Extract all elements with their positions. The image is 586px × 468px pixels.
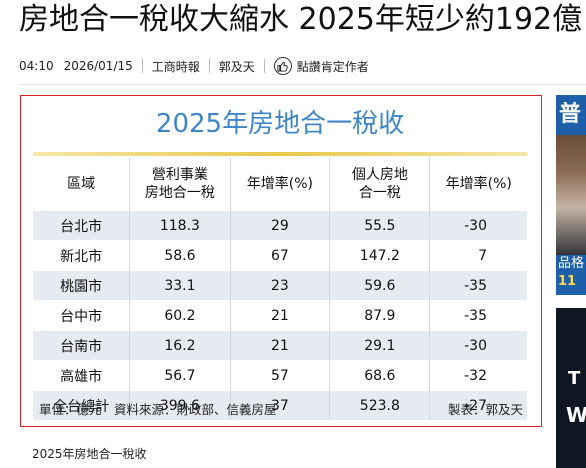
table-row: 台中市 60.2 21 87.9 -35 — [33, 300, 527, 331]
value-cell: -35 — [429, 270, 527, 301]
publish-date: 2026/01/15 — [63, 59, 133, 73]
value-cell: -32 — [429, 360, 527, 391]
value-cell: 147.2 — [329, 240, 431, 271]
table-row: 台北市 118.3 29 55.5 -30 — [33, 210, 527, 241]
table-header-row: 區域 營利事業 房地合一稅 年增率(%) 個人房地 合一稅 年增率(%) — [33, 158, 527, 211]
value-cell: 21 — [230, 300, 331, 331]
tax-table-graphic: 2025年房地合一稅收 區域 營利事業 房地合一稅 年增率(%) 個人房地 合一稅 年增率(… — [29, 102, 531, 420]
news-source[interactable]: 工商時報 — [151, 59, 200, 74]
value-cell: 59.6 — [329, 270, 431, 301]
ad-caption: 品格 11 — [556, 255, 586, 295]
region-cell: 台南市 — [33, 330, 131, 361]
region-cell: 全台總計 — [33, 390, 131, 420]
value-cell: 29 — [230, 210, 331, 241]
ad-dark-text-b: W — [566, 403, 586, 427]
figure-caption: 2025年房地合一稅收 — [32, 447, 147, 461]
ad-headline-glyph: 普 — [556, 95, 586, 135]
meta-divider — [263, 59, 265, 73]
ad-caption-text: 品格 — [558, 256, 585, 271]
thumbs-up-icon — [273, 57, 292, 75]
graphic-title: 2025年房地合一稅收 — [155, 109, 405, 139]
tax-table: 區域 營利事業 房地合一稅 年增率(%) 個人房地 合一稅 年增率(%) 台北市 118.3 2… — [33, 158, 527, 420]
publish-time: 04:10 — [19, 59, 54, 73]
table-maker-note: 製表：郭及天 — [447, 402, 523, 417]
article-meta: 04:10 2026/01/15 工商時報 郭及天 點讚肯定作者 — [19, 52, 586, 80]
value-cell: 29.1 — [329, 330, 431, 361]
table-column-header: 年增率(%) — [429, 158, 527, 211]
value-cell: 60.2 — [129, 300, 231, 331]
like-author-label: 點讚肯定作者 — [296, 59, 369, 74]
ad-caption-number: 11 — [558, 274, 577, 289]
value-cell: 33.1 — [129, 270, 231, 301]
article-figure[interactable]: 2025年房地合一稅收 區域 營利事業 房地合一稅 年增率(%) 個人房地 合一稅 年增率(… — [20, 95, 542, 427]
region-cell: 台中市 — [33, 300, 131, 331]
region-cell: 台北市 — [33, 210, 131, 241]
value-cell: 23 — [230, 270, 331, 301]
value-cell: 16.2 — [129, 330, 231, 361]
value-cell: -30 — [429, 210, 527, 241]
value-cell: 58.6 — [129, 240, 231, 271]
ad-dark-text-a: T — [568, 368, 581, 389]
value-cell: 399.6 — [129, 390, 231, 420]
like-author-button[interactable]: 點讚肯定作者 — [273, 57, 369, 75]
table-column-header: 個人房地 合一稅 — [329, 158, 431, 211]
ad-photo — [556, 135, 586, 255]
table-column-header: 年增率(%) — [230, 158, 331, 211]
value-cell: -27 — [429, 390, 527, 420]
table-column-header: 營利事業 房地合一稅 — [129, 158, 231, 211]
value-cell: 87.9 — [329, 300, 431, 331]
title-rule — [33, 152, 527, 156]
value-cell: -30 — [429, 330, 527, 361]
value-cell: 37 — [230, 390, 331, 420]
graphic-footer: 單位：億元 資料來源：財政部、信義房屋 製表：郭及天 — [39, 399, 523, 418]
header-divider — [19, 84, 586, 85]
value-cell: 21 — [230, 330, 331, 361]
table-row: 全台總計 399.6 37 523.8 -27 — [33, 390, 527, 420]
value-cell: 55.5 — [329, 210, 431, 241]
table-row: 新北市 58.6 67 147.2 7 — [33, 240, 527, 271]
article-headline: 房地合一稅收大縮水 2025年短少約192億 — [19, 2, 583, 37]
table-column-header: 區域 — [33, 158, 131, 211]
region-cell: 桃園市 — [33, 270, 131, 301]
unit-source-note: 單位：億元 資料來源：財政部、信義房屋 — [39, 402, 277, 417]
table-row: 桃園市 33.1 23 59.6 -35 — [33, 270, 527, 301]
value-cell: 57 — [230, 360, 331, 391]
meta-divider — [141, 59, 143, 73]
sidebar-ad-dark[interactable]: T W — [556, 308, 586, 468]
value-cell: 118.3 — [129, 210, 231, 241]
value-cell: 7 — [429, 240, 527, 271]
value-cell: -35 — [429, 300, 527, 331]
value-cell: 68.6 — [329, 360, 431, 391]
meta-divider — [208, 59, 210, 73]
value-cell: 67 — [230, 240, 331, 271]
author-name[interactable]: 郭及天 — [218, 59, 255, 74]
region-cell: 高雄市 — [33, 360, 131, 391]
region-cell: 新北市 — [33, 240, 131, 271]
table-row: 台南市 16.2 21 29.1 -30 — [33, 330, 527, 361]
value-cell: 523.8 — [329, 390, 431, 420]
table-row: 高雄市 56.7 57 68.6 -32 — [33, 360, 527, 391]
sidebar-ad-banner[interactable]: 普 品格 11 — [556, 95, 586, 295]
value-cell: 56.7 — [129, 360, 231, 391]
